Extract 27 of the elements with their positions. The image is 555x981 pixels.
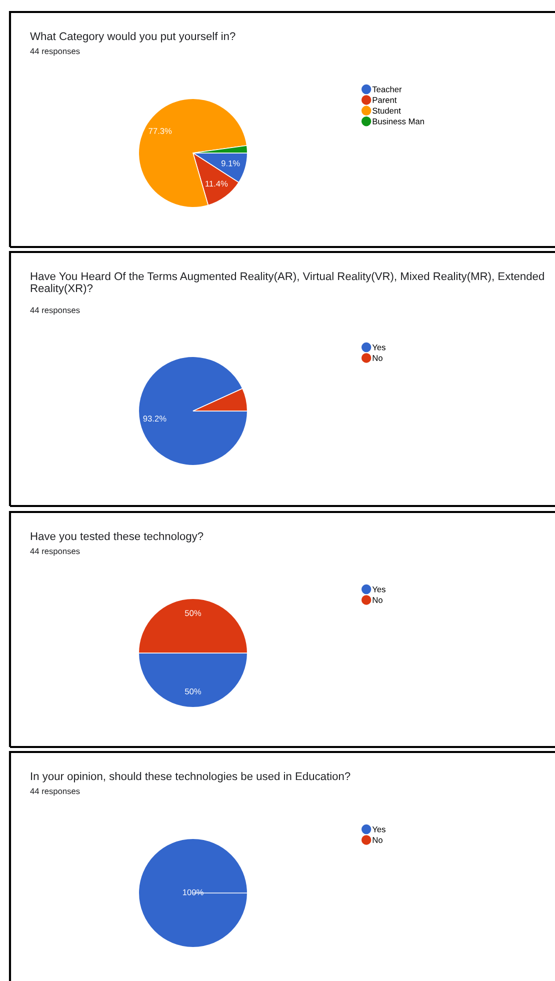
- legend-label: Yes: [372, 344, 386, 350]
- data-label: 50%: [184, 688, 202, 694]
- pie-slice: [138, 356, 248, 466]
- legend-label: No: [372, 355, 382, 361]
- pie-slice: [138, 98, 248, 208]
- data-label: 77.3%: [148, 128, 172, 134]
- legend-label: Yes: [372, 826, 386, 832]
- legend-label: Business Man: [372, 118, 424, 124]
- data-label: 9.1%: [221, 160, 240, 166]
- data-label: 50%: [184, 610, 202, 616]
- chart-title: What Category would you put yourself in?: [30, 32, 236, 42]
- legend-label: Yes: [372, 586, 386, 592]
- text: 44 responses: [30, 48, 80, 56]
- legend-label: Student: [372, 108, 401, 114]
- chart-title: In your opinion, should these technologies be used in Education?: [31, 772, 350, 782]
- legend-label: Teacher: [372, 86, 402, 92]
- text: 44 responses: [30, 548, 80, 556]
- legend-label: No: [372, 837, 382, 843]
- data-label: 11.4%: [206, 180, 228, 187]
- text: 44 responses: [30, 307, 80, 315]
- data-label: 93.2%: [143, 416, 166, 422]
- chart-title: Have You Heard Of the Terms Augmented Reality(AR), Virtual Reality(VR), Mixed Reality(MR), Extended Reality(XR)?: [30, 272, 544, 294]
- text: 44 responses: [30, 788, 80, 796]
- chart-title: Have you tested these technology?: [30, 532, 204, 542]
- legend-label: No: [372, 597, 382, 603]
- data-label: 100%: [182, 889, 204, 896]
- legend-label: Parent: [372, 97, 397, 103]
